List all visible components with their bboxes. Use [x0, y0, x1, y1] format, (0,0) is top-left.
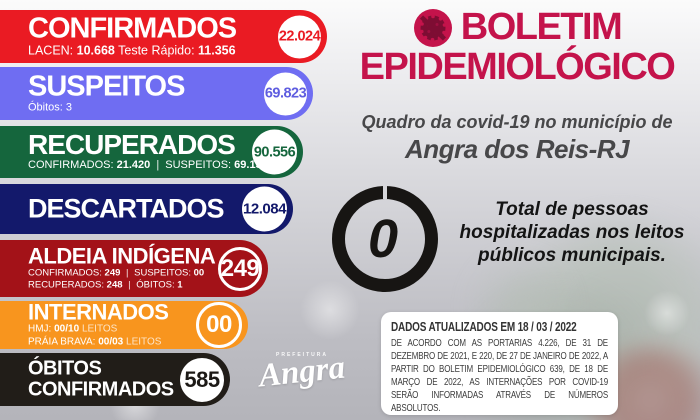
banner-recuperados: RECUPERADOS CONFIRMADOS: 21.420 | SUSPEI… [0, 126, 303, 178]
internados-count-badge: 00 [196, 302, 242, 348]
ring-notch [383, 186, 387, 199]
logo-script-text: Angra [257, 349, 347, 395]
obitos-count-badge: 585 [180, 357, 224, 402]
hospitalized-description: Total de pessoas hospitalizadas nos leit… [459, 199, 685, 267]
bulletin-title-line2: EPIDEMIOLÓGICO [359, 46, 676, 88]
no-virus-icon [413, 9, 452, 47]
internados-subtext-line2: PRÁIA BRAVA: 00/03 LEITOS [28, 336, 162, 347]
update-legal-note: DE ACORDO COM AS PORTARIAS 4.226, DE 31 … [391, 338, 608, 414]
background-bubble [300, 280, 360, 340]
logo-small-text: PREFEITURA [276, 352, 328, 358]
confirmados-subtext: LACEN: 10.668 Teste Rápido: 11.356 [28, 43, 236, 58]
bulletin-title-line1: BOLETIM [460, 6, 623, 49]
confirmados-count-badge: 22.024 [278, 15, 321, 58]
hospitalized-count: 0 [367, 209, 399, 269]
aldeia-count-badge: 249 [218, 246, 262, 291]
recuperados-title: RECUPERADOS [28, 129, 236, 161]
descartados-count-badge: 12.084 [242, 186, 287, 232]
data-update-box: DADOS ATUALIZADOS EM 18 / 03 / 2022 DE A… [381, 312, 618, 415]
subtitle-line2: Angra dos Reis-RJ [404, 134, 630, 164]
banner-aldeia-indigena: ALDEIA INDÍGENA CONFIRMADOS: 249 | SUSPE… [0, 240, 268, 297]
descartados-title: DESCARTADOS [28, 193, 225, 224]
banner-suspeitos: SUSPEITOS Óbitos: 3 69.823 [0, 67, 313, 120]
confirmados-title: CONFIRMADOS [28, 12, 237, 45]
banner-internados: INTERNADOS HMJ: 00/10 LEITOS PRÁIA BRAVA… [0, 301, 248, 349]
recuperados-subtext: CONFIRMADOS: 21.420 | SUSPEITOS: 69.136 [28, 159, 268, 172]
obitos-title-line1: ÓBITOS [28, 356, 102, 379]
suspeitos-subtext: Óbitos: 3 [28, 101, 73, 114]
obitos-title-line2: CONFIRMADOS [28, 378, 174, 401]
prefeitura-angra-logo: PREFEITURA Angra [254, 350, 350, 395]
recuperados-count-badge: 90.556 [252, 129, 297, 175]
suspeitos-count-badge: 69.823 [264, 72, 307, 115]
banner-confirmados: CONFIRMADOS LACEN: 10.668 Teste Rápido: … [0, 10, 327, 63]
suspeitos-title: SUSPEITOS [28, 70, 185, 103]
bulletin-title-block: BOLETIM EPIDEMIOLÓGICO [336, 6, 698, 88]
aldeia-subtext-line2: RECUPERADOS: 248 | ÓBITOS: 1 [28, 279, 183, 291]
update-date-title: DADOS ATUALIZADOS EM 18 / 03 / 2022 [391, 320, 577, 334]
bulletin-subtitle: Quadro da covid-19 no município de Angra… [336, 112, 698, 165]
banner-descartados: DESCARTADOS 12.084 [0, 184, 293, 234]
banner-obitos-confirmados: ÓBITOS CONFIRMADOS 585 [0, 353, 230, 406]
internados-title: INTERNADOS [28, 299, 169, 325]
hospitalized-count-ring: 0 [332, 186, 438, 292]
aldeia-subtext-line1: CONFIRMADOS: 249 | SUSPEITOS: 00 [28, 267, 205, 279]
subtitle-line1: Quadro da covid-19 no município de [361, 112, 673, 132]
background-bubble [644, 290, 690, 336]
aldeia-title: ALDEIA INDÍGENA [28, 243, 216, 269]
internados-subtext-line1: HMJ: 00/10 LEITOS [28, 323, 118, 335]
